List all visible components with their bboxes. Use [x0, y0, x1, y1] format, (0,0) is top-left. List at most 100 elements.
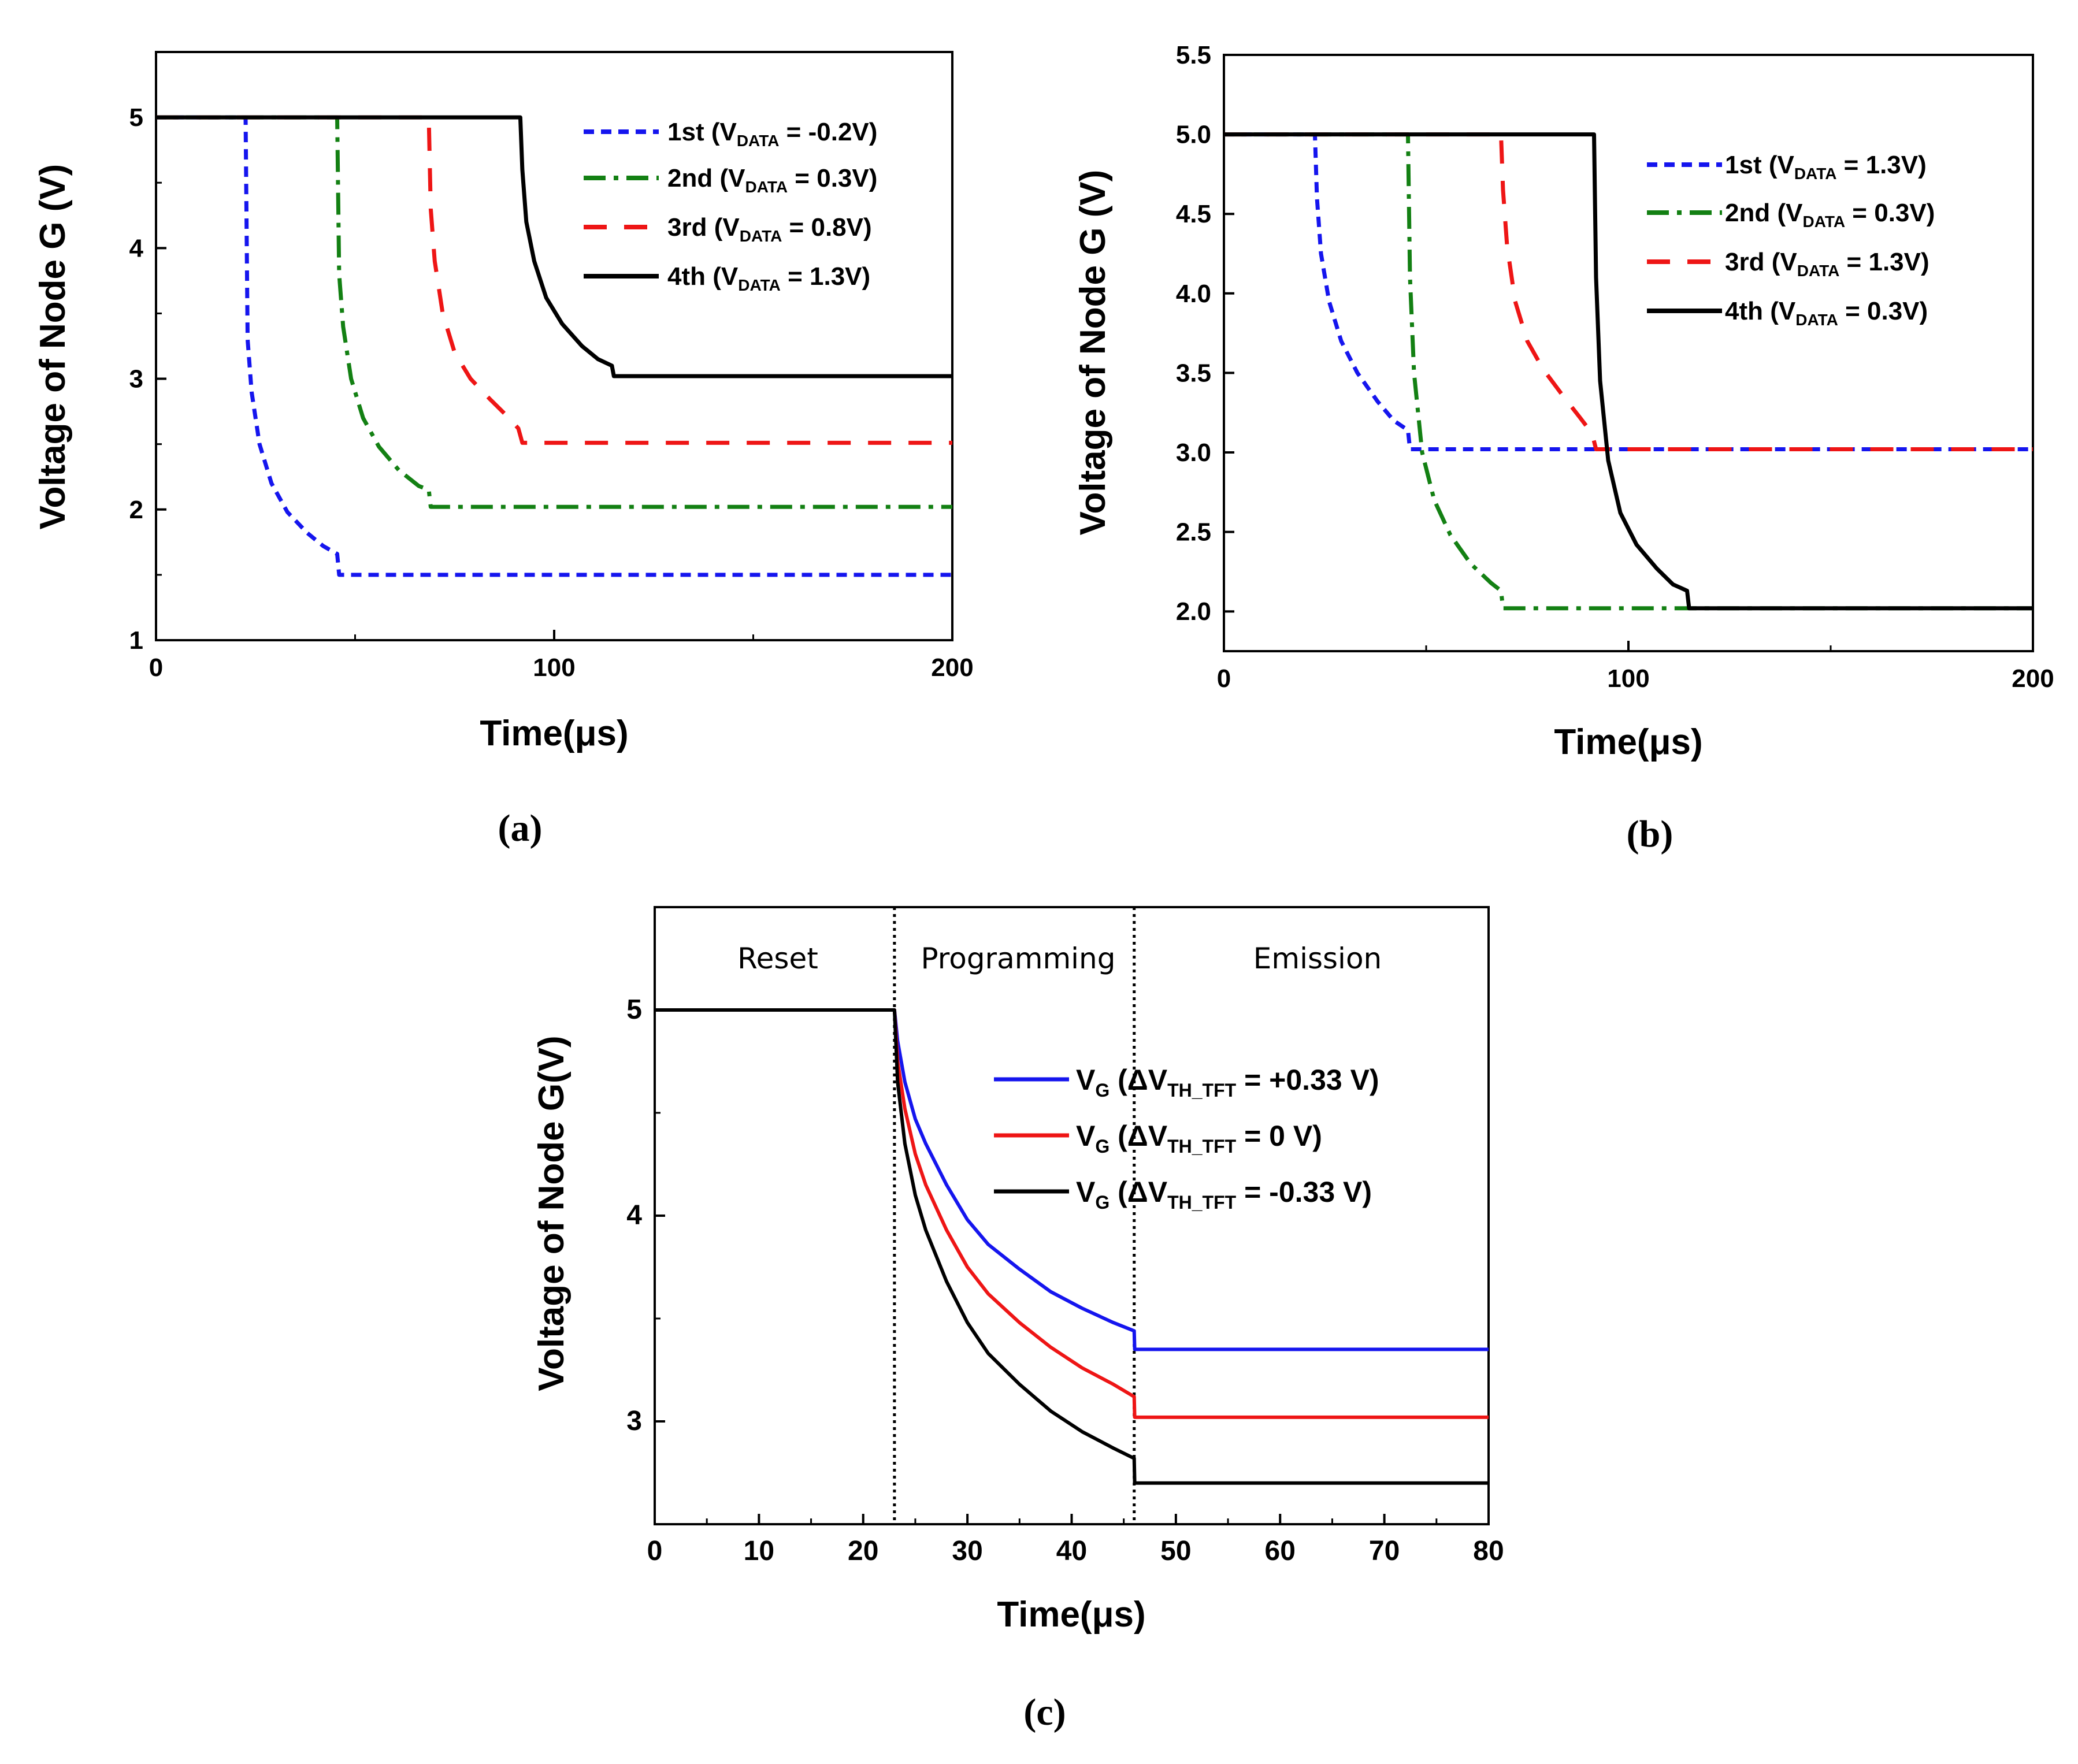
svg-text:1st (VDATA = -0.2V): 1st (VDATA = -0.2V) — [667, 118, 877, 150]
legend: 1st (VDATA = -0.2V) 2nd (VDATA = 0.3V) 3… — [584, 118, 877, 294]
legend-vdata: 0.3V — [1867, 297, 1920, 325]
y-tick-label: 2.0 — [1176, 597, 1211, 626]
y-axis-label: Voltage of Node G(V) — [532, 1035, 572, 1391]
legend-vdata: 1.3V — [1868, 248, 1921, 276]
panel-caption: (c) — [1023, 1691, 1066, 1733]
x-tick-label: 70 — [1369, 1536, 1400, 1566]
legend-series-name: 1st — [1725, 151, 1762, 179]
x-tick-label: 10 — [744, 1536, 774, 1566]
legend-series-name: 2nd — [1725, 199, 1770, 227]
x-tick-label: 100 — [1607, 664, 1649, 693]
x-tick-label: 0 — [149, 653, 163, 682]
x-axis-label: Time(μs) — [997, 1595, 1145, 1635]
y-tick-label: 3.0 — [1176, 439, 1211, 467]
legend-entry: 4th (VDATA = 0.3V) — [1647, 297, 1928, 329]
legend-series-name: 1st — [667, 118, 704, 146]
x-tick-label: 50 — [1160, 1536, 1191, 1566]
axis-ticks: 0 10 20 30 40 50 60 70 80 3 4 5 — [626, 994, 1504, 1566]
x-tick-label: 200 — [931, 653, 973, 682]
series-line-red — [1224, 132, 2033, 451]
x-tick-label: 200 — [2012, 664, 2054, 693]
legend: 1st (VDATA = 1.3V) 2nd (VDATA = 0.3V) 3r… — [1647, 151, 1935, 329]
legend-series-name: 4th — [667, 262, 706, 291]
panel-a-chart: 0 100 200 1 2 3 4 5 1st (VDATA = -0.2V) 2nd (VD… — [33, 51, 974, 849]
svg-text:3rd (VDATA = 0.8V): 3rd (VDATA = 0.8V) — [667, 213, 872, 245]
svg-text:VG (ΔVTH_TFT = 0 V): VG (ΔVTH_TFT = 0 V) — [1076, 1120, 1322, 1157]
y-tick-label: 3.5 — [1176, 359, 1211, 387]
x-tick-label: 30 — [952, 1536, 982, 1566]
x-tick-label: 80 — [1473, 1536, 1504, 1566]
series-line-green — [156, 115, 952, 509]
legend-series-name: 2nd — [667, 164, 713, 192]
y-tick-label: 4 — [626, 1200, 642, 1231]
svg-text:4th (VDATA = 1.3V): 4th (VDATA = 1.3V) — [667, 262, 870, 294]
legend-entry: 3rd (VDATA = 1.3V) — [1647, 248, 1929, 280]
legend-vdata: 0.8V — [811, 213, 863, 242]
legend-entry: VG (ΔVTH_TFT = +0.33 V) — [994, 1064, 1379, 1101]
y-tick-label: 5.5 — [1176, 41, 1211, 69]
legend-entry: 1st (VDATA = 1.3V) — [1647, 151, 1927, 183]
panel-b-chart: 0 100 200 2.0 2.5 3.0 3.5 4.0 4.5 5.0 5.5 1st (VDA… — [1073, 41, 2054, 855]
x-axis-label: Time(μs) — [480, 714, 628, 753]
legend-entry: 2nd (VDATA = 0.3V) — [584, 164, 877, 196]
svg-text:3rd (VDATA = 1.3V): 3rd (VDATA = 1.3V) — [1725, 248, 1929, 280]
y-tick-label: 3 — [626, 1406, 642, 1436]
legend-entry: VG (ΔVTH_TFT = 0 V) — [994, 1120, 1322, 1157]
svg-text:4th (VDATA = 0.3V): 4th (VDATA = 0.3V) — [1725, 297, 1928, 329]
axis-ticks: 0 100 200 2.0 2.5 3.0 3.5 4.0 4.5 5.0 5.5 — [1176, 41, 2054, 693]
panel-c-chart: 0 10 20 30 40 50 60 70 80 3 4 5 Reset Programming E… — [532, 906, 1504, 1733]
svg-text:1st (VDATA = 1.3V): 1st (VDATA = 1.3V) — [1725, 151, 1927, 183]
region-label-programming: Programming — [921, 942, 1116, 975]
y-tick-label: 5 — [626, 994, 642, 1025]
legend-vdata: 0.3V — [817, 164, 869, 192]
legend-vdata: 1.3V — [1866, 151, 1919, 179]
y-axis-label: Voltage of Node G (V) — [1073, 170, 1113, 536]
x-axis-label: Time(μs) — [1554, 722, 1702, 762]
svg-text:2nd (VDATA = 0.3V): 2nd (VDATA = 0.3V) — [667, 164, 877, 196]
x-tick-label: 20 — [848, 1536, 878, 1566]
legend: VG (ΔVTH_TFT = +0.33 V) VG (ΔVTH_TFT = 0… — [994, 1064, 1379, 1213]
y-tick-label: 2.5 — [1176, 518, 1211, 547]
series-line-black — [1224, 132, 2033, 611]
y-tick-label: 4.0 — [1176, 280, 1211, 308]
legend-series-name: 3rd — [667, 213, 707, 242]
plot-frame — [654, 906, 1490, 1525]
series-curves — [1224, 132, 2033, 611]
y-tick-label: 5 — [129, 103, 143, 132]
legend-entry: 2nd (VDATA = 0.3V) — [1647, 199, 1935, 231]
series-line-green — [1224, 132, 2033, 611]
x-tick-label: 60 — [1265, 1536, 1296, 1566]
series-curves — [655, 1008, 1489, 1485]
legend-vdata: -0.2V — [808, 118, 870, 146]
y-tick-label: 5.0 — [1176, 121, 1211, 149]
y-axis-label: Voltage of Node G (V) — [33, 164, 73, 530]
series-line-blue — [1224, 132, 2033, 451]
series-line-blue — [655, 1008, 1489, 1351]
region-label-emission: Emission — [1253, 942, 1382, 975]
series-line-black — [655, 1008, 1489, 1485]
legend-series-name: 3rd — [1725, 248, 1764, 276]
x-tick-label: 40 — [1056, 1536, 1087, 1566]
series-line-red — [655, 1008, 1489, 1419]
series-line-black — [156, 115, 952, 378]
panel-caption: (a) — [498, 807, 543, 849]
y-tick-label: 2 — [129, 496, 143, 524]
phase-dividers — [893, 907, 1136, 1524]
y-tick-label: 3 — [129, 365, 143, 393]
axis-ticks: 0 100 200 1 2 3 4 5 — [129, 103, 974, 682]
legend-entry: 3rd (VDATA = 0.8V) — [584, 213, 872, 245]
y-tick-label: 1 — [129, 626, 143, 655]
region-label-reset: Reset — [737, 942, 818, 975]
series-line-red — [156, 115, 952, 445]
series-line-blue — [156, 115, 952, 577]
panel-caption: (b) — [1627, 813, 1673, 855]
legend-vdata: 1.3V — [810, 262, 862, 291]
legend-series-name: 4th — [1725, 297, 1763, 325]
svg-text:VG (ΔVTH_TFT = +0.33 V): VG (ΔVTH_TFT = +0.33 V) — [1076, 1064, 1379, 1101]
x-tick-label: 100 — [533, 653, 575, 682]
x-tick-label: 0 — [647, 1536, 663, 1566]
legend-vdata: 0.3V — [1874, 199, 1927, 227]
svg-text:VG (ΔVTH_TFT = -0.33 V): VG (ΔVTH_TFT = -0.33 V) — [1076, 1176, 1372, 1213]
legend-entry: 4th (VDATA = 1.3V) — [584, 262, 870, 294]
